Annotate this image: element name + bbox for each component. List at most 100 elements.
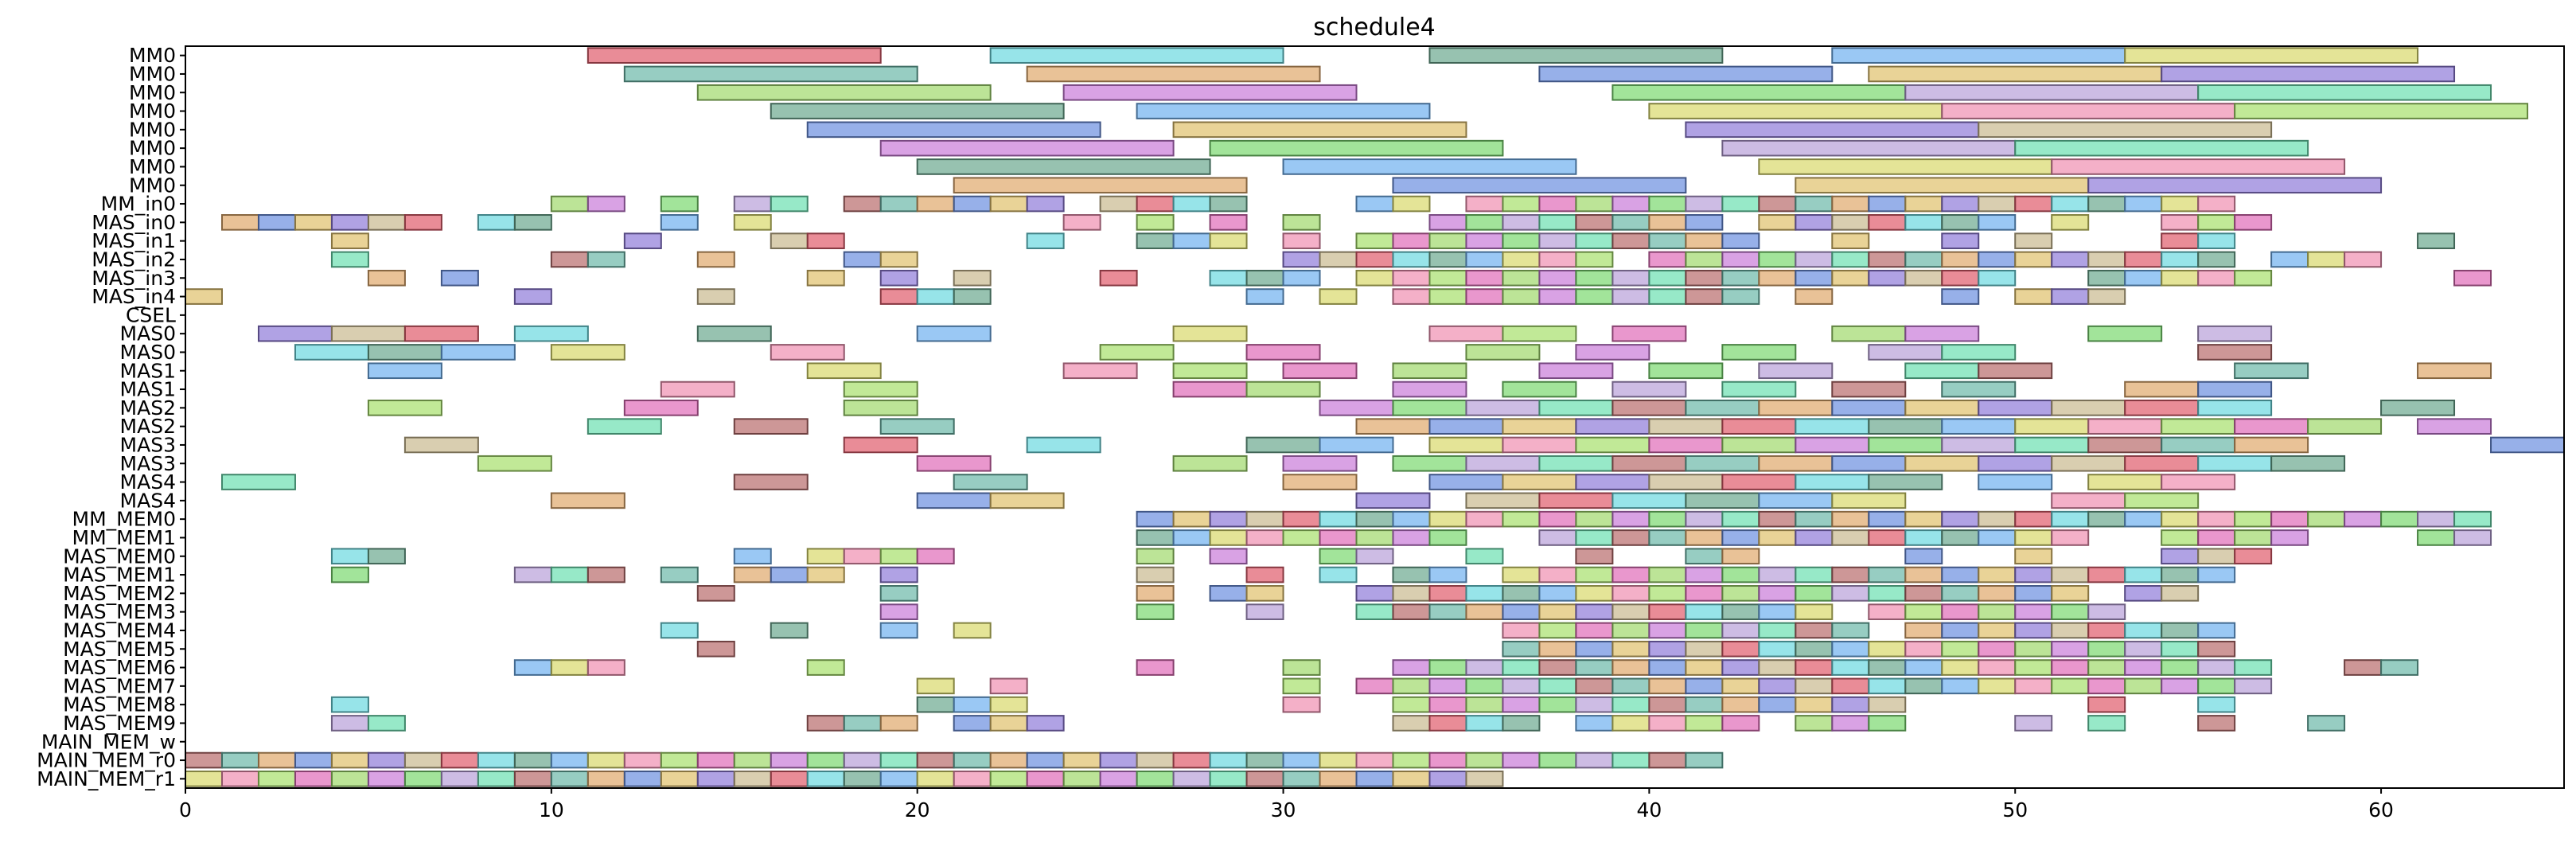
gantt-bar <box>2234 677 2273 695</box>
gantt-bar <box>1831 715 1870 732</box>
gantt-bar <box>587 418 662 435</box>
gantt-bar <box>1795 436 1870 454</box>
gantt-bar <box>513 214 552 231</box>
gantt-bar <box>1904 585 1943 602</box>
gantt-bar <box>2014 288 2053 305</box>
gantt-bar <box>1026 771 1065 787</box>
gantt-bar <box>1319 529 1358 546</box>
gantt-bar <box>1502 251 1541 268</box>
gantt-bar <box>1758 696 1797 713</box>
gantt-bar <box>1721 474 1797 490</box>
gantt-bar <box>367 771 406 787</box>
gantt-bar <box>1685 585 1724 602</box>
y-tick-label: MAS_in2 <box>92 248 176 271</box>
gantt-bar <box>330 325 406 342</box>
gantt-bar <box>1575 251 1614 268</box>
gantt-bar <box>1575 269 1614 287</box>
gantt-bar <box>2197 566 2236 583</box>
gantt-bar <box>2051 603 2090 620</box>
gantt-bar <box>1978 585 2017 602</box>
gantt-bar <box>1428 677 1467 695</box>
gantt-bar <box>1648 436 1724 454</box>
gantt-bar <box>1868 474 1943 490</box>
gantt-bar <box>1465 677 1504 695</box>
gantt-bar <box>1941 214 1980 231</box>
gantt-bar <box>1795 677 1834 695</box>
gantt-bar <box>1941 269 1980 287</box>
y-tick-label: MAS_in0 <box>92 211 176 234</box>
gantt-bar <box>1721 677 1760 695</box>
gantt-bar <box>1978 251 2017 268</box>
gantt-bar <box>2197 214 2236 231</box>
gantt-bar <box>1978 640 2017 658</box>
gantt-bar <box>1611 381 1687 398</box>
gantt-bar <box>1831 640 1870 658</box>
gantt-bar <box>1611 492 1687 509</box>
gantt-bar <box>733 474 809 490</box>
gantt-bar <box>1648 603 1687 620</box>
gantt-bar <box>1868 214 1907 231</box>
gantt-bar <box>1868 510 1907 528</box>
gantt-bar <box>257 751 296 769</box>
gantt-bar <box>1136 603 1175 620</box>
gantt-bar <box>550 251 589 268</box>
gantt-bar <box>1795 659 1834 676</box>
gantt-bar <box>1282 158 1577 175</box>
gantt-bar <box>1758 455 1834 472</box>
gantt-bar <box>879 751 918 769</box>
gantt-bar <box>660 566 699 583</box>
gantt-bar <box>1575 696 1614 713</box>
gantt-bar <box>1685 455 1760 472</box>
gantt-bar <box>1795 214 1834 231</box>
gantt-bar <box>1611 715 1650 732</box>
gantt-bar <box>2087 288 2126 305</box>
gantt-bar <box>916 288 955 305</box>
gantt-bar <box>1282 269 1321 287</box>
gantt-bar <box>1245 269 1284 287</box>
gantt-bar <box>1941 640 1980 658</box>
gantt-bar <box>1502 622 1541 639</box>
gantt-bar <box>879 603 918 620</box>
gantt-bar <box>1868 659 1907 676</box>
gantt-bar <box>2014 232 2053 249</box>
gantt-bar <box>1245 344 1321 361</box>
gantt-bar <box>1392 603 1431 620</box>
gantt-bar <box>660 195 699 213</box>
gantt-bar <box>1209 195 1248 213</box>
gantt-bar <box>1245 529 1284 546</box>
gantt-bar <box>1721 566 1760 583</box>
gantt-bar <box>1209 585 1248 602</box>
gantt-bar <box>1465 751 1504 769</box>
gantt-bar <box>1758 622 1797 639</box>
gantt-bar <box>2051 455 2126 472</box>
gantt-bar <box>220 771 259 787</box>
gantt-bar <box>1465 659 1504 676</box>
gantt-bar <box>2051 677 2090 695</box>
gantt-bar <box>1465 344 1541 361</box>
gantt-bar <box>1136 232 1175 249</box>
gantt-bar <box>185 771 223 787</box>
gantt-bar <box>1611 288 1650 305</box>
gantt-bar <box>2197 510 2236 528</box>
gantt-bar <box>916 325 992 342</box>
gantt-bar <box>1392 269 1431 287</box>
gantt-bar <box>1648 677 1687 695</box>
gantt-bar <box>1648 103 1943 119</box>
gantt-bar <box>1721 436 1797 454</box>
y-tick-label: MM0 <box>129 137 176 160</box>
gantt-bar <box>1685 232 1724 249</box>
gantt-bar <box>1685 659 1724 676</box>
gantt-bar <box>2270 529 2309 546</box>
gantt-bar <box>2014 640 2053 658</box>
gantt-bar <box>513 325 589 342</box>
gantt-bar <box>1648 214 1687 231</box>
gantt-bar <box>1941 344 2017 361</box>
gantt-bar <box>1172 381 1248 398</box>
gantt-bar <box>733 418 809 435</box>
gantt-bar <box>1648 659 1687 676</box>
gantt-bar <box>1062 214 1101 231</box>
gantt-bar <box>733 566 772 583</box>
gantt-bar <box>953 195 992 213</box>
gantt-bar <box>1648 585 1687 602</box>
gantt-bar <box>1245 751 1284 769</box>
